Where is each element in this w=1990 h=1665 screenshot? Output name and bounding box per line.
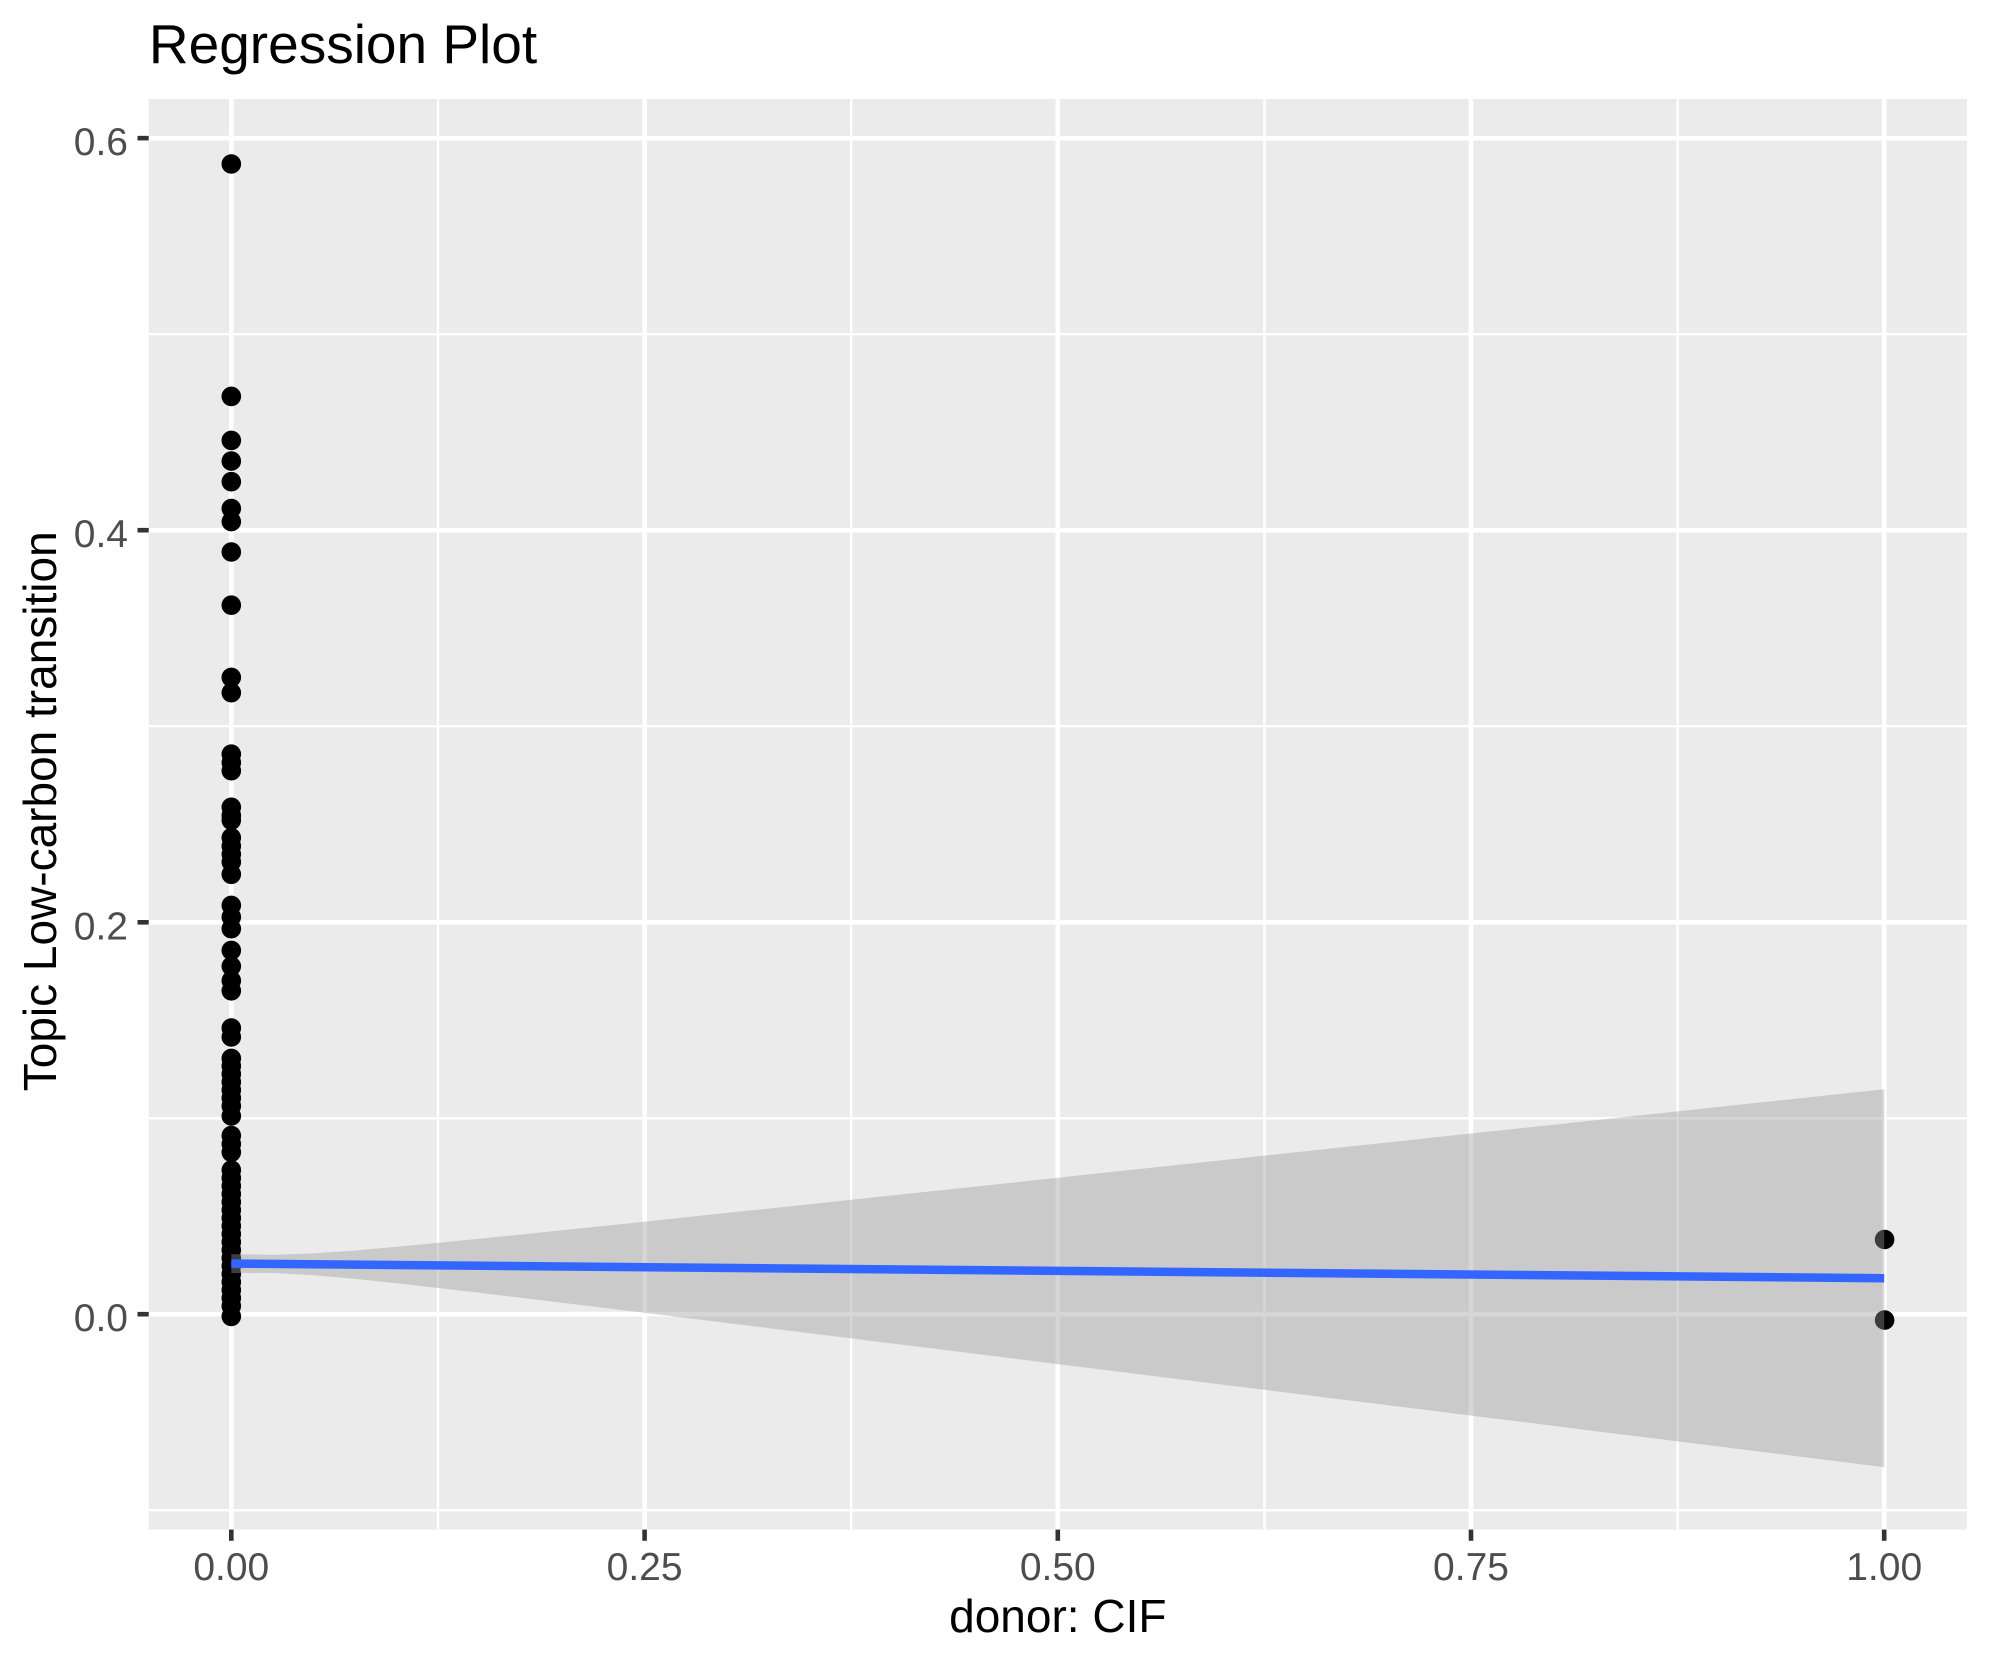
svg-text:0.6: 0.6 [74,121,128,164]
svg-text:Topic Low-carbon transition: Topic Low-carbon transition [14,531,66,1091]
svg-text:0.2: 0.2 [74,905,128,948]
svg-text:0.50: 0.50 [1020,1546,1096,1589]
svg-text:0.0: 0.0 [74,1297,128,1340]
svg-text:Regression Plot: Regression Plot [149,13,537,75]
svg-text:0.75: 0.75 [1433,1546,1509,1589]
svg-text:0.4: 0.4 [74,513,128,556]
svg-text:0.00: 0.00 [193,1546,269,1589]
svg-text:0.25: 0.25 [607,1546,683,1589]
svg-text:donor: CIF: donor: CIF [949,1590,1166,1642]
svg-text:1.00: 1.00 [1846,1546,1922,1589]
